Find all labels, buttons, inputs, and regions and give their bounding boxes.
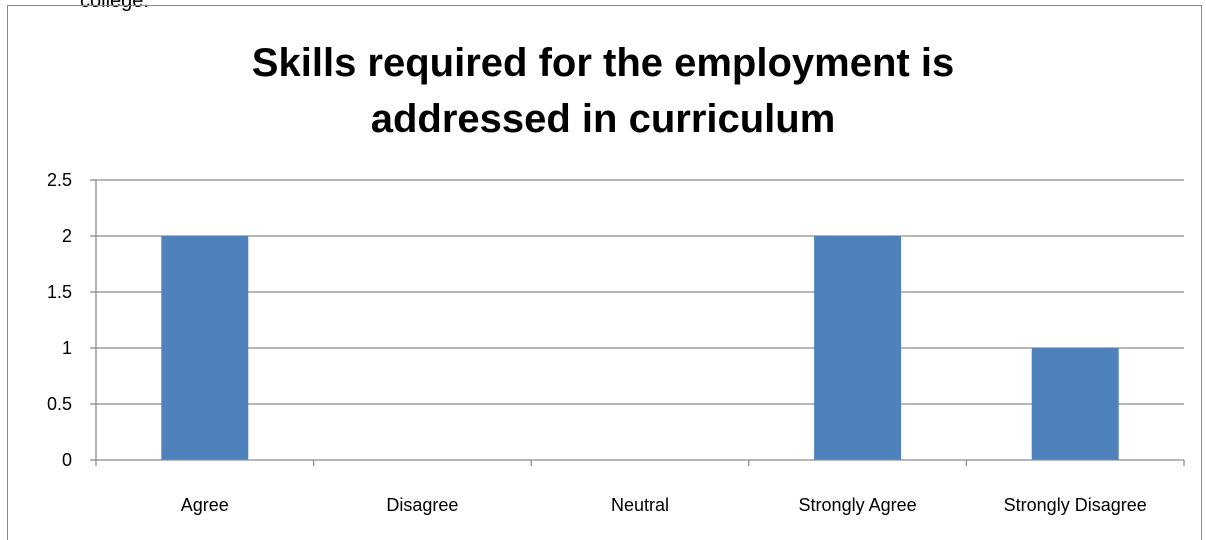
y-tick-label: 1	[62, 338, 72, 358]
bar	[161, 236, 249, 460]
y-tick-label: 1.5	[47, 282, 72, 302]
bar	[814, 236, 902, 460]
x-tick-label: Agree	[181, 495, 229, 515]
bar	[1031, 348, 1119, 460]
y-tick-label: 2.5	[47, 170, 72, 190]
chart-title-line-1: Skills required for the employment is	[251, 41, 955, 85]
x-tick-label: Strongly Agree	[799, 495, 917, 515]
y-tick-label: 0.5	[47, 394, 72, 414]
y-tick-label: 2	[62, 226, 72, 246]
x-tick-label: Disagree	[386, 495, 458, 515]
chart-frame	[7, 5, 1202, 540]
chart-title-line-2: addressed in curriculum	[370, 97, 836, 141]
x-tick-label: Strongly Disagree	[1004, 495, 1147, 515]
y-tick-label: 0	[62, 450, 72, 470]
chart-title: Skills required for the employment is ad…	[0, 35, 1206, 147]
x-tick-label: Neutral	[611, 495, 669, 515]
preceding-text-fragment: college.	[80, 0, 149, 12]
